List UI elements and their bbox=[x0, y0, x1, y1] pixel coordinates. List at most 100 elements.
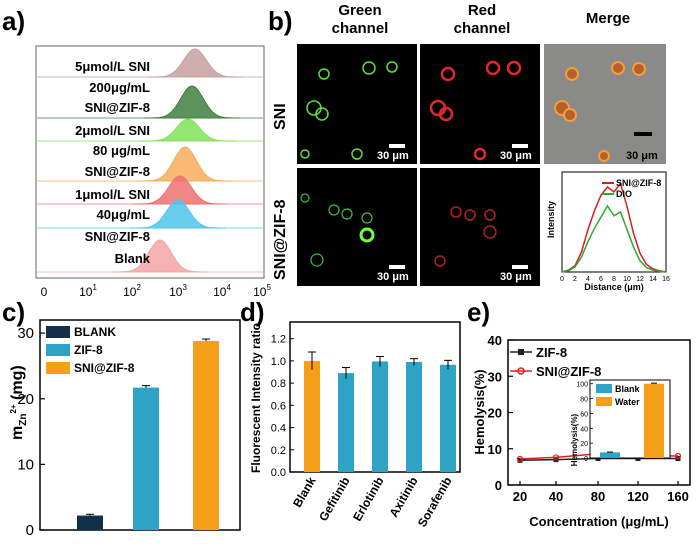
profile-y-label: Intensity bbox=[546, 201, 556, 238]
panel-a-x-tick: 102 bbox=[123, 283, 141, 299]
panel-e-x-tick: 160 bbox=[667, 489, 689, 504]
profile-x-label: Distance (μm) bbox=[584, 282, 644, 292]
legend-sni-zif8: SNI@ZIF-8 bbox=[74, 361, 135, 375]
panel-e-y-tick: 40 bbox=[488, 333, 502, 348]
bar-sorafenib bbox=[440, 364, 456, 472]
panel-a-frame bbox=[35, 45, 265, 279]
bar-axitinib bbox=[406, 362, 422, 472]
legend-zif8: ZIF-8 bbox=[536, 345, 567, 360]
profile-x-tick: 0 bbox=[560, 276, 564, 283]
panel-a-x-tick: 105 bbox=[253, 283, 271, 299]
bar-zif-8 bbox=[133, 387, 159, 530]
point-sni-zif8 bbox=[552, 454, 560, 461]
panel-d-x-tick: Erlotinib bbox=[350, 475, 386, 524]
legend-swatch-zif8 bbox=[46, 344, 70, 356]
profile-x-tick: 12 bbox=[636, 276, 644, 283]
inset-bar-water bbox=[644, 383, 664, 458]
panel-a-x-tick: 103 bbox=[169, 283, 187, 299]
point-zif8 bbox=[517, 457, 523, 463]
panel-a-x-tick: 0 bbox=[41, 285, 48, 299]
legend-marker-zif8 bbox=[518, 349, 524, 355]
profile-x-tick: 10 bbox=[623, 276, 631, 283]
micrograph-sni-merge: 30 μm bbox=[544, 44, 666, 164]
inset-y-tick: 40 bbox=[580, 426, 588, 433]
panel-e-x-tick: 40 bbox=[549, 489, 563, 504]
panel-c-y-tick: 20 bbox=[17, 391, 34, 408]
panel-d-y-tick: 1.0 bbox=[271, 356, 286, 368]
bar-blank bbox=[77, 515, 103, 530]
header-merge: Merge bbox=[585, 10, 631, 27]
row-label-sni-zif8: SNI@ZIF-8 bbox=[272, 199, 289, 281]
panel-d-label: d) bbox=[240, 297, 265, 327]
legend-swatch-sni-zif8 bbox=[46, 362, 70, 374]
panel-d-chart: 0.0 0.2 0.4 0.6 0.8 1.0 1.2 BlankGefitinibErlo… bbox=[249, 321, 461, 529]
inset-legend-swatch-water bbox=[596, 397, 612, 406]
panel-a-row-label: SNI@ZIF-8 bbox=[85, 229, 150, 244]
panel-c-y-label: mZn2+ (mg) bbox=[9, 365, 29, 440]
micrograph-sni-green: 30 μm bbox=[297, 44, 417, 164]
panel-a-row-label: Blank bbox=[115, 251, 151, 266]
panel-a-row-label: SNI@ZIF-8 bbox=[85, 100, 150, 115]
panel-a-x-tick: 101 bbox=[79, 283, 97, 299]
panel-a-histogram-peak bbox=[144, 85, 240, 119]
panel-e-x-label: Concentration (μg/mL) bbox=[529, 514, 668, 529]
panel-a-row-label: 2μmol/L SNI bbox=[75, 123, 150, 138]
profile-x-tick: 2 bbox=[573, 276, 577, 283]
scale-bar bbox=[389, 144, 405, 148]
bar-sni-zif-8 bbox=[193, 341, 219, 530]
panel-d-y-label: Fluorescent Intensity ratio bbox=[249, 323, 263, 473]
inset-legend-water: Water bbox=[615, 397, 640, 407]
profile-x-tick: 8 bbox=[612, 276, 616, 283]
inset-bar-blank bbox=[600, 452, 620, 458]
micrograph-sni-zif8-red: 30 μm bbox=[420, 168, 540, 286]
inset-y-tick: 20 bbox=[580, 441, 588, 448]
point-sni-zif8 bbox=[516, 455, 524, 462]
scale-bar-label: 30 μm bbox=[500, 150, 532, 162]
panel-d-y-tick: 0.0 bbox=[271, 467, 286, 479]
inset-y-label: Hemolysis(%) bbox=[570, 413, 579, 466]
point-zif8 bbox=[595, 456, 601, 462]
panel-a-x-tick: 104 bbox=[213, 283, 231, 299]
panel-e-y-tick: 30 bbox=[488, 369, 502, 384]
inset-legend-blank: Blank bbox=[615, 384, 641, 394]
panel-b-label: b) bbox=[268, 6, 293, 36]
panel-a-label: a) bbox=[2, 6, 26, 36]
bar-blank bbox=[304, 360, 320, 472]
panel-d-y-tick: 0.8 bbox=[271, 378, 286, 390]
panel-a-row-label: 40μg/mL bbox=[97, 207, 151, 222]
panel-c-y-tick: 30 bbox=[17, 325, 34, 342]
panel-e-label: e) bbox=[467, 297, 491, 327]
legend-dio: DIO bbox=[616, 189, 632, 199]
header-green-channel: Green channel bbox=[331, 2, 389, 37]
panel-c-legend: BLANK ZIF-8 SNI@ZIF-8 bbox=[46, 325, 135, 375]
panel-d-x-tick: Blank bbox=[290, 474, 319, 510]
inset-y-tick: 100 bbox=[576, 382, 588, 389]
scale-bar-label: 30 μm bbox=[626, 150, 658, 162]
scale-bar-label: 30 μm bbox=[377, 271, 409, 283]
profile-x-tick: 4 bbox=[586, 276, 590, 283]
inset-y-tick: 0 bbox=[584, 456, 588, 463]
panel-d-y-tick: 0.4 bbox=[271, 423, 286, 435]
panel-d-y-tick: 0.2 bbox=[271, 445, 286, 457]
bar-gefitinib bbox=[338, 373, 354, 472]
panel-a-x-ticks: 0 101 102 103 104 105 bbox=[41, 283, 272, 299]
legend-blank: BLANK bbox=[74, 325, 116, 339]
panel-a-histogram-peak bbox=[137, 146, 233, 182]
panel-e-x-tick: 120 bbox=[627, 489, 649, 504]
panel-a-row-label: 80 μg/mL bbox=[93, 143, 150, 158]
bar-erlotinib bbox=[372, 361, 388, 472]
panel-d-x-tick: Gefitinib bbox=[316, 475, 352, 524]
panel-c-y-tick: 0 bbox=[26, 522, 34, 539]
panel-a-histogram-stack bbox=[37, 48, 263, 273]
inset-y-tick: 80 bbox=[580, 397, 588, 404]
profile-line-dio bbox=[561, 204, 667, 273]
scale-bar bbox=[512, 265, 528, 269]
panel-c-label: c) bbox=[2, 297, 26, 327]
panel-d-y-tick: 0.6 bbox=[271, 400, 286, 412]
panel-a-row-label: SNI@ZIF-8 bbox=[85, 164, 150, 179]
panel-a-histogram-peak bbox=[140, 118, 236, 142]
header-red-channel: Red channel bbox=[453, 2, 511, 37]
row-label-sni: SNI bbox=[272, 103, 289, 130]
profile-x-tick: 14 bbox=[649, 276, 657, 283]
